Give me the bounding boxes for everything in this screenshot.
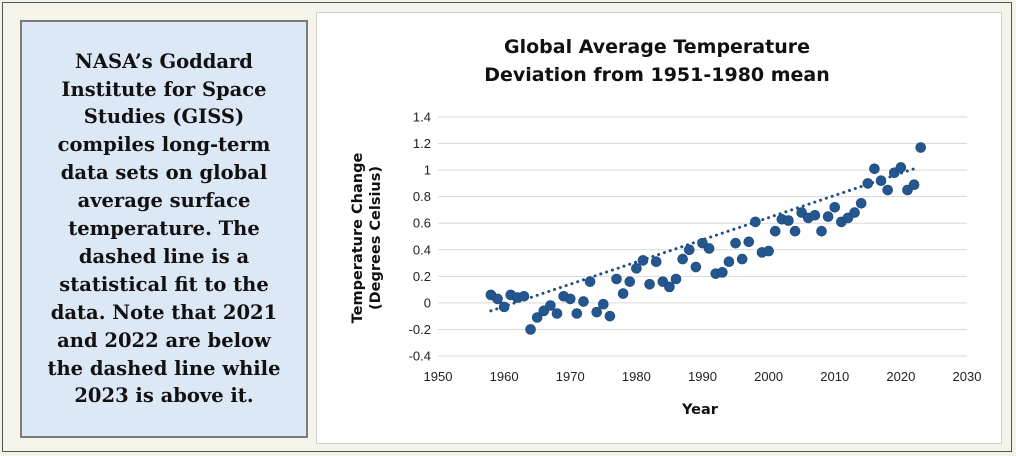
data-point (703, 243, 715, 254)
data-point (763, 245, 774, 257)
data-point (736, 253, 748, 265)
x-axis-label: Year (681, 402, 719, 418)
data-point (531, 312, 543, 323)
x-tick-label: 2000 (754, 369, 783, 384)
chart-title-line-1: Global Average Temperature (504, 36, 810, 58)
caption-line: temperature. The (68, 217, 260, 241)
y-tick-label: 0 (424, 295, 431, 310)
x-tick-label: 1970 (556, 369, 585, 384)
y-tick-label: 0.2 (413, 269, 431, 284)
data-point (584, 276, 596, 287)
data-point (875, 175, 887, 187)
data-point (690, 261, 702, 273)
data-point (677, 253, 688, 265)
data-point (624, 276, 636, 287)
data-point (664, 281, 675, 293)
y-axis-label-line-2: (Degrees Celsius) (368, 166, 384, 310)
y-tick-label: -0.4 (409, 349, 431, 364)
caption-line: average surface (77, 189, 251, 213)
y-tick-label: 1 (424, 163, 431, 178)
data-point (849, 207, 860, 218)
data-point (670, 273, 682, 285)
caption-line: Studies (GISS) (83, 105, 245, 129)
data-point (809, 209, 821, 221)
data-point (637, 255, 649, 266)
y-tick-label: 0.6 (413, 216, 431, 231)
data-point (518, 290, 530, 302)
x-tick-label: 2020 (886, 369, 915, 384)
data-point (855, 198, 867, 209)
data-point (617, 288, 629, 299)
x-tick-label: 1950 (424, 369, 453, 384)
caption-line: NASA’s Goddard (75, 49, 253, 73)
data-point (498, 301, 510, 313)
data-point (545, 300, 556, 311)
caption-line: data. Note that 2021 (50, 300, 278, 324)
data-point (915, 142, 927, 153)
caption-line: dashed line is a (78, 244, 250, 268)
x-tick-label: 2010 (820, 369, 849, 384)
data-point (750, 216, 761, 228)
data-point (578, 296, 589, 307)
caption-text: NASA’s Goddard Institute for Space Studi… (37, 48, 290, 411)
caption-box: NASA’s Goddard Institute for Space Studi… (20, 20, 308, 438)
caption-line: the dashed line while (47, 356, 281, 380)
data-point (822, 211, 834, 222)
data-point (862, 178, 874, 189)
caption-line: data sets on global (60, 161, 268, 185)
x-tick-label: 1960 (490, 369, 519, 384)
caption-line: and 2022 are below (57, 328, 271, 352)
x-tick-label: 1980 (622, 369, 651, 384)
data-point (908, 179, 920, 191)
x-tick-label: 2030 (953, 369, 982, 384)
caption-line: statistical fit to the (59, 272, 269, 296)
caption-line: 2023 is above it. (74, 384, 254, 408)
data-point (783, 215, 794, 226)
data-point (829, 201, 841, 213)
data-point (644, 278, 655, 290)
data-point (789, 225, 801, 237)
data-point (869, 163, 880, 175)
y-axis-label-line-1: Temperature Change (350, 153, 366, 324)
y-tick-label: -0.2 (409, 322, 431, 337)
x-tick-label: 1990 (688, 369, 717, 384)
y-tick-label: 0.4 (413, 242, 431, 257)
data-point (571, 308, 583, 319)
data-point (730, 237, 741, 249)
caption-line: Institute for Space (61, 77, 267, 101)
caption-line: compiles long-term (57, 133, 271, 157)
data-point (604, 310, 616, 322)
data-point (525, 324, 536, 335)
data-point (743, 236, 755, 248)
data-point (882, 184, 893, 196)
data-point (598, 298, 609, 310)
data-point (591, 306, 603, 318)
data-point (564, 293, 576, 305)
data-point (551, 308, 563, 319)
data-point (723, 256, 735, 268)
data-point (895, 162, 907, 173)
chart-panel: Global Average Temperature Deviation fro… (316, 12, 1002, 444)
data-point (683, 244, 695, 256)
scatter-chart: Global Average Temperature Deviation fro… (350, 36, 982, 418)
data-point (769, 225, 781, 237)
data-point (650, 256, 662, 268)
data-point (816, 225, 827, 237)
y-tick-label: 0.8 (413, 189, 431, 204)
data-point (611, 273, 622, 285)
data-point (717, 267, 728, 278)
trend-line (489, 167, 916, 313)
data-point (492, 293, 503, 305)
chart-title-line-2: Deviation from 1951-1980 mean (484, 64, 830, 86)
y-tick-label: 1.2 (413, 136, 431, 151)
data-point (631, 263, 642, 274)
y-tick-label: 1.4 (413, 110, 431, 125)
